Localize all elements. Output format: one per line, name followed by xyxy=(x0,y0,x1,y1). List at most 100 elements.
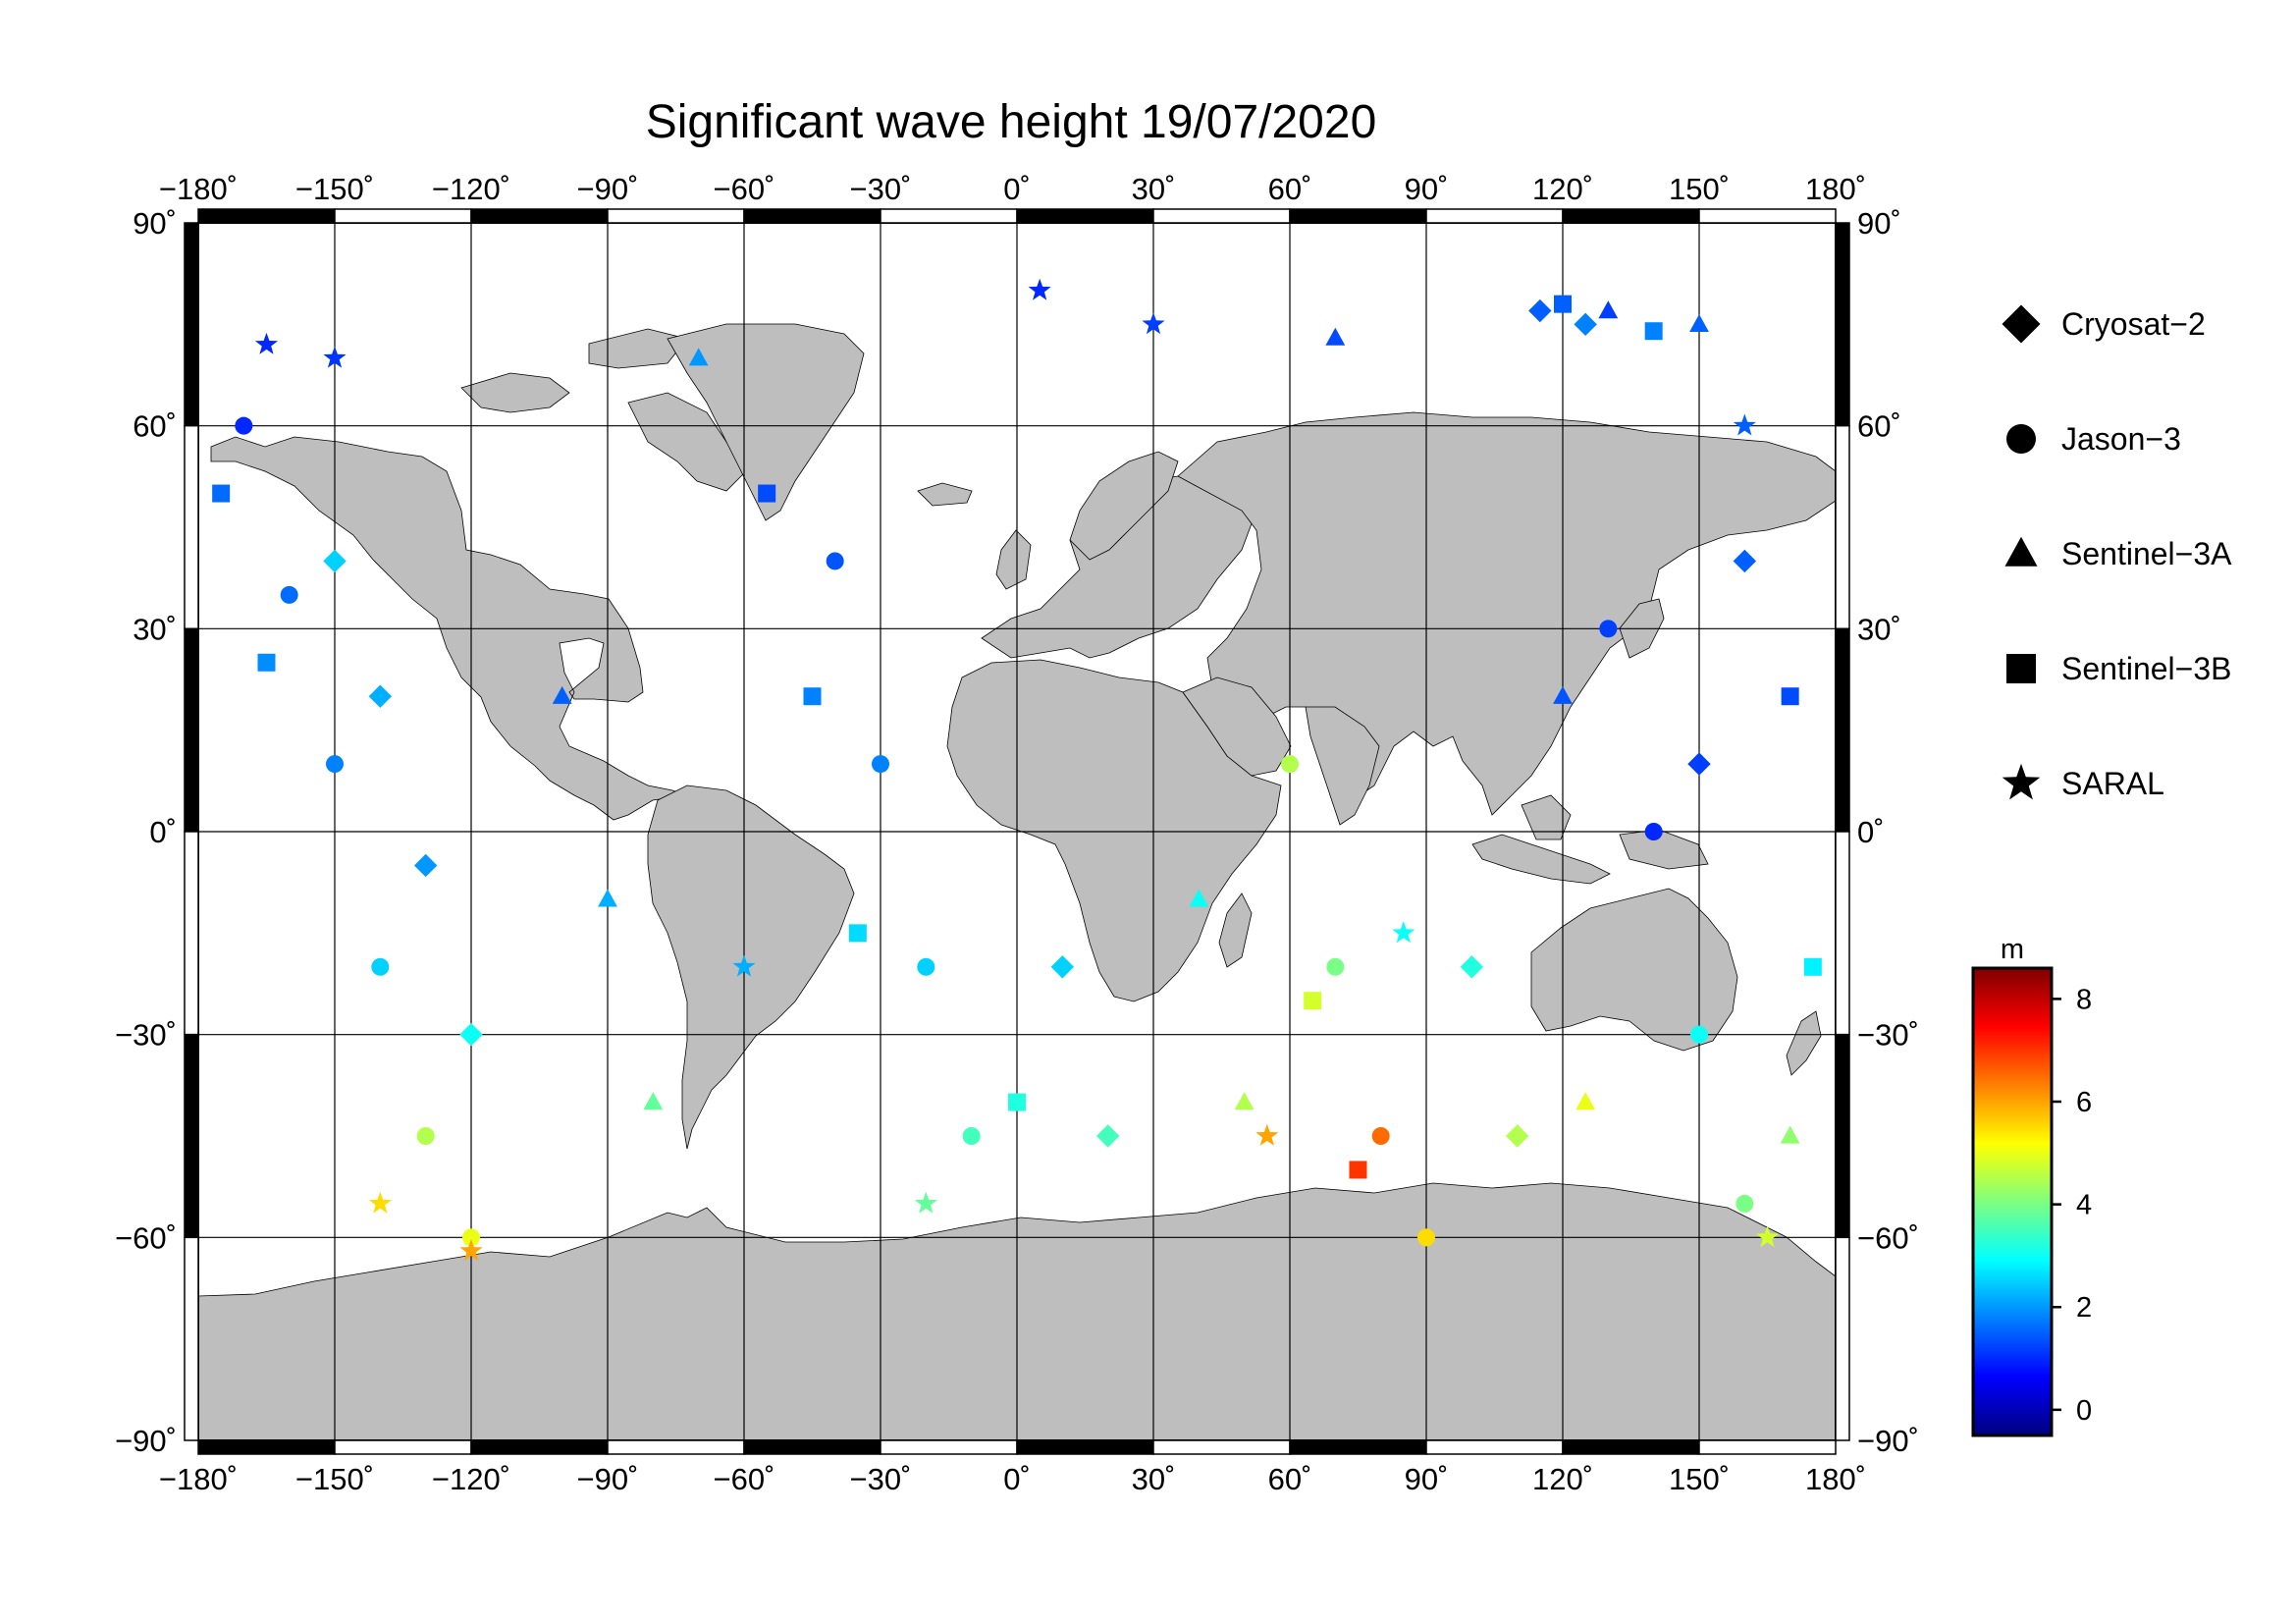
lat-tick-label-left: 60˚ xyxy=(133,409,177,444)
frame-bar-top xyxy=(880,208,1018,224)
graticule xyxy=(198,223,1836,1440)
altimeter-tracks xyxy=(212,278,1822,1261)
track-point xyxy=(257,653,276,672)
frame-bar-left xyxy=(184,222,199,427)
lat-tick-label-left: 0˚ xyxy=(149,815,177,849)
frame-bar-top xyxy=(1562,208,1700,224)
axis-labels: −180˚ −180˚ −150˚ −150˚ −120˚ −120˚ −90˚ −90˚ −6… xyxy=(115,172,1919,1496)
track-square-series xyxy=(212,295,1822,1179)
track-point xyxy=(1417,1228,1435,1247)
track-point xyxy=(1234,1092,1255,1110)
indonesia xyxy=(1471,834,1611,885)
track-point xyxy=(1690,1025,1708,1044)
frame-bar-top xyxy=(1016,208,1154,224)
frame-bar-top xyxy=(1698,208,1837,224)
track-point xyxy=(1528,298,1552,323)
lon-tick-label-bottom: 60˚ xyxy=(1268,1462,1312,1496)
world-map: −180˚ −180˚ −150˚ −150˚ −120˚ −120˚ −90˚ −90˚ −6… xyxy=(115,172,1919,1496)
track-point xyxy=(917,957,935,976)
scandinavia xyxy=(1069,451,1179,561)
track-point xyxy=(1142,312,1165,335)
track-point xyxy=(1028,278,1051,300)
legend-diamond-icon xyxy=(2002,304,2041,344)
track-point xyxy=(1733,413,1756,436)
track-point xyxy=(254,332,279,354)
legend-label: SARAL xyxy=(2061,766,2164,801)
lon-tick-label-top: 30˚ xyxy=(1132,172,1176,206)
colorbar-unit: m xyxy=(2001,934,2024,965)
lon-tick-label-top: 120˚ xyxy=(1532,172,1593,206)
track-point xyxy=(758,484,776,503)
legend-star-icon xyxy=(2002,763,2041,800)
legend-label: Sentinel−3B xyxy=(2061,651,2231,686)
legend-square-icon xyxy=(2006,654,2036,683)
frame-bar-bottom xyxy=(1698,1439,1837,1455)
track-point xyxy=(552,685,572,704)
lon-tick-label-bottom: −60˚ xyxy=(714,1462,775,1496)
colorbar-tick-label: 2 xyxy=(2076,1292,2092,1324)
frame-bar-right xyxy=(1835,831,1850,1036)
british-isles xyxy=(995,529,1032,590)
frame-bar-left xyxy=(184,1033,199,1239)
lon-tick-label-top: −180˚ xyxy=(159,172,238,206)
ellesmere-island xyxy=(588,328,688,369)
track-point xyxy=(962,1127,981,1145)
lon-tick-label-top: 150˚ xyxy=(1669,172,1730,206)
frame-bar-right xyxy=(1835,424,1850,630)
track-point xyxy=(1326,957,1345,976)
lon-tick-label-top: 180˚ xyxy=(1805,172,1866,206)
baffin-island xyxy=(627,392,747,492)
lat-tick-label-right: 0˚ xyxy=(1857,815,1885,849)
frame-bar-right xyxy=(1835,1236,1850,1441)
track-point xyxy=(826,552,844,570)
frame-bar-top xyxy=(470,208,609,224)
australia xyxy=(1530,888,1738,1052)
lon-tick-label-bottom: 180˚ xyxy=(1805,1462,1866,1496)
track-point xyxy=(1644,823,1663,840)
track-point xyxy=(598,889,617,907)
lon-tick-label-bottom: −30˚ xyxy=(850,1462,912,1496)
track-point xyxy=(1644,322,1663,341)
track-point xyxy=(368,684,393,708)
frame-bar-top xyxy=(1152,208,1291,224)
track-point xyxy=(1189,889,1209,907)
lat-tick-label-right: 60˚ xyxy=(1857,409,1901,444)
track-point xyxy=(872,755,889,774)
lon-tick-label-top: −30˚ xyxy=(850,172,912,206)
frame-bar-bottom xyxy=(1289,1439,1427,1455)
track-point xyxy=(914,1191,937,1214)
frame-bar-left xyxy=(184,627,199,833)
legend-label: Cryosat−2 xyxy=(2061,306,2206,342)
track-point xyxy=(235,416,253,435)
frame-bar-bottom xyxy=(1425,1439,1564,1455)
lon-tick-label-bottom: 0˚ xyxy=(1003,1462,1031,1496)
frame-bar-top xyxy=(1425,208,1564,224)
track-point xyxy=(1554,295,1572,313)
lon-tick-label-bottom: 120˚ xyxy=(1532,1462,1593,1496)
lat-tick-label-right: 30˚ xyxy=(1857,612,1901,646)
lon-tick-label-top: 60˚ xyxy=(1268,172,1312,206)
track-point xyxy=(1689,313,1709,332)
colorbar-tick-label: 4 xyxy=(2076,1190,2092,1221)
indian-subcontinent xyxy=(1305,706,1380,826)
frame-bar-bottom xyxy=(743,1439,881,1455)
legend-circle-icon xyxy=(2006,424,2036,454)
lon-tick-label-bottom: −150˚ xyxy=(295,1462,374,1496)
lat-tick-label-right: −60˚ xyxy=(1857,1220,1919,1255)
track-point xyxy=(1575,1092,1596,1110)
track-point xyxy=(459,1022,483,1047)
legend-label: Jason−3 xyxy=(2061,421,2181,457)
track-point xyxy=(212,484,231,503)
track-point xyxy=(1735,1194,1754,1213)
track-point xyxy=(462,1228,480,1247)
lon-tick-label-top: −60˚ xyxy=(714,172,775,206)
track-point xyxy=(1050,955,1075,979)
frame-bar-right xyxy=(1835,1033,1850,1239)
colorbar-tick-label: 8 xyxy=(2076,984,2092,1015)
lat-tick-label-left: −90˚ xyxy=(115,1424,177,1458)
frame-bar-bottom xyxy=(1562,1439,1700,1455)
track-point xyxy=(1755,1225,1780,1248)
frame-bar-top xyxy=(1289,208,1427,224)
greenland xyxy=(667,323,865,521)
